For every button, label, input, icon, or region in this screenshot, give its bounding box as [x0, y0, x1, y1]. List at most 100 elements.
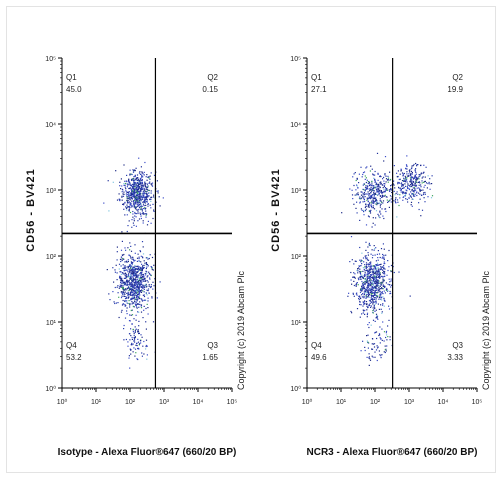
data-point — [369, 170, 371, 172]
data-point — [370, 300, 372, 303]
data-point — [126, 313, 128, 315]
data-point — [129, 348, 131, 350]
data-point — [112, 181, 114, 183]
data-point — [367, 198, 369, 200]
data-point — [362, 173, 364, 176]
data-point — [394, 198, 397, 200]
data-point — [135, 289, 137, 291]
data-point — [360, 259, 362, 261]
data-point — [121, 292, 123, 294]
data-point — [121, 309, 123, 311]
data-point — [378, 286, 380, 288]
data-point — [140, 286, 142, 288]
data-point — [135, 281, 137, 284]
data-point — [372, 343, 375, 345]
data-point — [133, 336, 135, 339]
data-point — [132, 294, 135, 296]
data-point — [139, 182, 141, 184]
data-point — [152, 269, 154, 271]
data-point — [132, 261, 134, 264]
data-point — [124, 298, 127, 300]
data-point — [137, 205, 139, 207]
data-point — [131, 267, 134, 269]
data-point — [366, 279, 368, 282]
data-point — [128, 254, 131, 256]
data-point — [126, 280, 128, 282]
y-tick-label: 10⁴ — [45, 122, 56, 129]
data-point — [380, 266, 382, 268]
data-point — [120, 249, 123, 251]
data-point — [133, 302, 135, 304]
data-point — [368, 277, 370, 279]
data-point — [398, 182, 400, 184]
data-point — [411, 173, 413, 175]
data-point — [360, 288, 362, 290]
data-point — [370, 253, 372, 255]
data-point — [380, 190, 382, 192]
data-point — [122, 287, 124, 289]
data-point — [121, 295, 123, 297]
data-point — [138, 343, 141, 345]
data-point — [371, 188, 373, 190]
data-point — [145, 192, 147, 194]
data-point — [367, 271, 369, 273]
data-point — [396, 172, 398, 174]
data-point — [126, 209, 128, 211]
data-point — [131, 200, 133, 202]
data-point — [142, 267, 144, 270]
data-point — [131, 193, 133, 196]
data-point — [368, 300, 371, 302]
data-point — [372, 202, 374, 204]
data-point — [372, 302, 374, 304]
data-point — [133, 284, 135, 286]
data-point — [374, 200, 377, 202]
data-point — [138, 208, 140, 211]
data-point — [140, 195, 142, 197]
data-point — [407, 201, 409, 203]
data-point — [133, 297, 135, 300]
data-point — [146, 280, 148, 282]
data-point — [379, 175, 381, 177]
data-point — [139, 206, 141, 208]
data-point — [372, 186, 374, 188]
data-point — [135, 304, 137, 306]
data-point — [372, 217, 374, 219]
data-point — [383, 270, 385, 272]
data-point — [148, 284, 150, 286]
data-point — [381, 299, 383, 301]
data-point — [422, 172, 424, 174]
data-point — [141, 263, 143, 265]
data-point — [365, 274, 367, 276]
data-point — [411, 165, 413, 167]
data-point — [132, 288, 134, 290]
data-point — [125, 207, 128, 209]
data-point — [133, 218, 135, 220]
data-point — [145, 321, 147, 323]
data-point — [146, 193, 148, 195]
data-point — [130, 288, 132, 290]
data-point — [356, 282, 358, 284]
quadrant-name: Q1 — [311, 73, 322, 82]
data-point — [129, 278, 131, 280]
data-point — [122, 264, 124, 266]
data-point — [128, 276, 130, 278]
data-point — [371, 273, 373, 275]
data-point — [370, 297, 372, 299]
data-point — [123, 183, 125, 185]
data-point — [369, 302, 371, 304]
data-point — [146, 190, 148, 193]
data-point — [377, 288, 379, 290]
data-point — [151, 296, 153, 298]
data-point — [376, 191, 378, 193]
data-point — [363, 189, 365, 191]
data-point — [124, 289, 126, 291]
data-point — [429, 178, 431, 180]
data-point — [139, 195, 141, 197]
data-point — [143, 192, 145, 194]
data-point — [370, 279, 372, 281]
data-point — [364, 309, 366, 311]
data-point — [359, 219, 361, 221]
data-point — [366, 314, 368, 316]
data-point — [380, 267, 382, 269]
data-point — [375, 302, 377, 304]
